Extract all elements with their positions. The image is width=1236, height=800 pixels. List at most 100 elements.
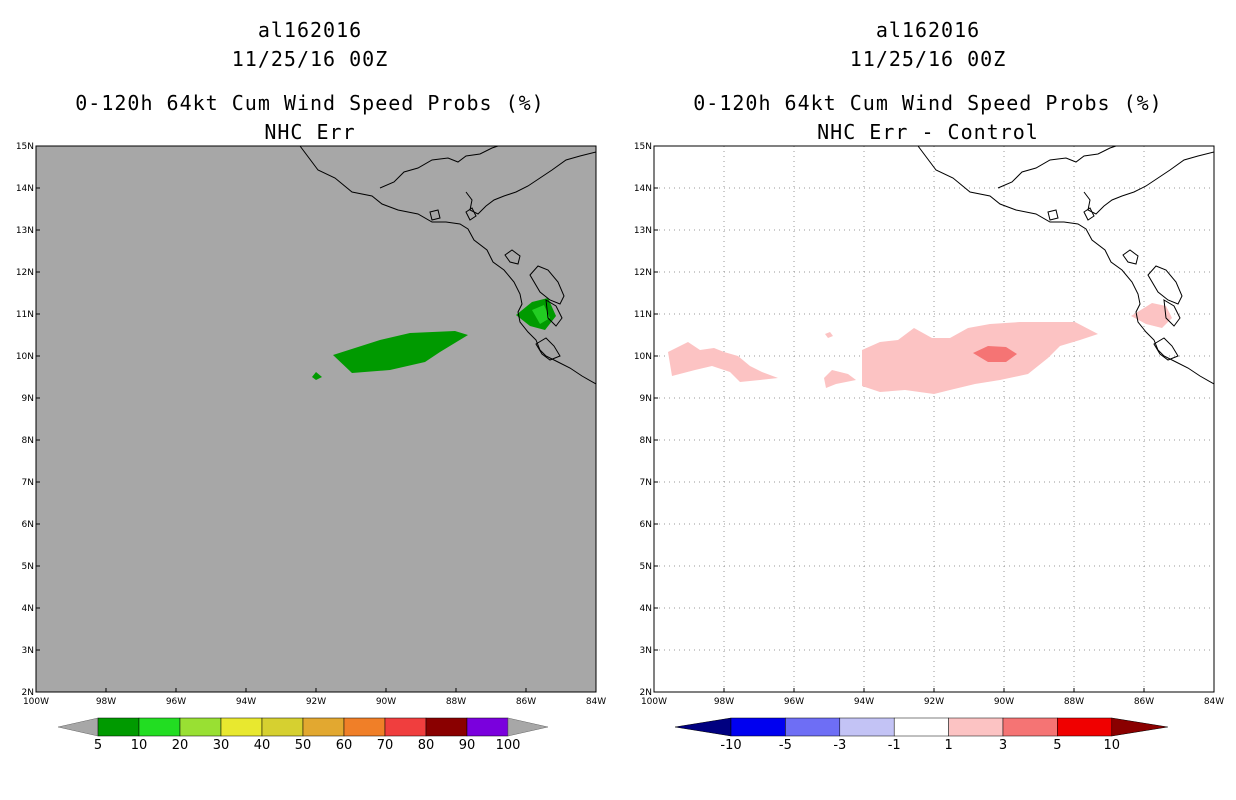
colorbar-label: 10 [131,738,148,753]
right-storm-id: al162016 [875,18,981,42]
y-tick-label: 4N [22,604,34,614]
left-datetime: 11/25/16 00Z [231,47,389,71]
colorbar-label: 20 [172,738,189,753]
colorbar-segment [384,717,427,737]
y-tick-label: 10N [16,352,34,362]
colorbar-segment [220,717,263,737]
x-tick-label: 86W [1134,697,1154,707]
y-tick-label: 9N [22,394,34,404]
colorbar-label: 5 [94,738,102,753]
colorbar-label: 80 [418,738,435,753]
x-tick-label: 92W [306,697,326,707]
y-tick-label: 6N [22,520,34,530]
y-tick-label: 3N [640,646,652,656]
y-tick-label: 4N [640,604,652,614]
y-tick-label: 7N [640,478,652,488]
left-colorbar: 5 10 20 30 40 50 60 70 80 90 100 [57,717,549,753]
y-tick-label: 12N [16,268,34,278]
colorbar-label: 40 [254,738,271,753]
y-tick-label: 15N [634,142,652,152]
y-tick-label: 11N [634,310,652,320]
colorbar-segment [425,717,468,737]
right-y-axis: 2N 3N 4N 5N 6N 7N 8N 9N 10N 11N 12N 13N 14N 15N [634,142,658,698]
coastline [299,146,596,385]
y-tick-label: 7N [22,478,34,488]
left-map-panel: 2N 3N 4N 5N 6N 7N 8N 9N 10N 11N 12N 13N 14N 15N 100W 9… [16,142,606,707]
x-tick-label: 96W [784,697,804,707]
y-tick-label: 10N [634,352,652,362]
prob-area-10-20-coast [532,305,550,324]
y-tick-label: 2N [640,688,652,698]
colorbar-segment [466,717,509,737]
colorbar-label: 60 [336,738,353,753]
x-tick-label: 100W [23,697,49,707]
left-map-background [36,146,596,692]
y-tick-label: 13N [16,226,34,236]
coastline [917,146,1214,385]
right-x-axis: 100W 98W 96W 94W 92W 90W 88W 86W 84W [641,688,1224,707]
colorbar-label: 5 [1053,738,1061,753]
colorbar-label: -1 [888,738,901,753]
left-product-title: 0-120h 64kt Cum Wind Speed Probs (%) [75,91,545,115]
colorbar-right-end [507,717,549,737]
colorbar-label: -5 [779,738,792,753]
y-tick-label: 12N [634,268,652,278]
colorbar-segment [785,717,841,737]
colorbar-left-end [57,717,99,737]
colorbar-left-end [674,717,732,737]
colorbar-label: -10 [720,738,741,753]
x-tick-label: 94W [236,697,256,707]
right-subtitle: NHC Err - Control [817,120,1039,144]
x-tick-label: 86W [516,697,536,707]
colorbar-label: 50 [295,738,312,753]
colorbar-label: 100 [496,738,521,753]
colorbar-segment [343,717,386,737]
prob-area-5-10-small [312,372,322,380]
colorbar-label: 90 [459,738,476,753]
diff-area-1-3-main [862,322,1098,394]
x-tick-label: 90W [994,697,1014,707]
colorbar-segment [948,717,1004,737]
colorbar-label: 3 [999,738,1007,753]
y-tick-label: 5N [22,562,34,572]
left-subtitle: NHC Err [264,120,356,144]
x-tick-label: 88W [1064,697,1084,707]
x-tick-label: 84W [586,697,606,707]
colorbar-segment [138,717,181,737]
colorbar-segment [97,717,140,737]
colorbar-segment [302,717,345,737]
left-storm-id: al162016 [257,18,363,42]
y-tick-label: 2N [22,688,34,698]
colorbar-segment [730,717,786,737]
diff-area-1-3-coast [1131,303,1172,328]
right-map-background [654,146,1214,692]
colorbar-label: 1 [944,738,952,753]
colorbar-segment [1002,717,1058,737]
y-tick-label: 14N [634,184,652,194]
diff-area-1-3-patch [824,370,856,388]
y-tick-label: 6N [640,520,652,530]
x-tick-label: 90W [376,697,396,707]
y-tick-label: 13N [634,226,652,236]
right-map-panel: 2N 3N 4N 5N 6N 7N 8N 9N 10N 11N 12N 13N 14N 15N 100W 9… [634,142,1224,707]
right-product-title: 0-120h 64kt Cum Wind Speed Probs (%) [693,91,1163,115]
y-tick-label: 8N [22,436,34,446]
x-tick-label: 94W [854,697,874,707]
colorbar-segment [261,717,304,737]
diff-area-3-5-main [973,346,1017,362]
y-tick-label: 9N [640,394,652,404]
colorbar-segment [839,717,895,737]
y-tick-label: 14N [16,184,34,194]
prob-area-5-10-main [333,331,468,373]
colorbar-label: 70 [377,738,394,753]
y-tick-label: 8N [640,436,652,446]
x-tick-label: 84W [1204,697,1224,707]
y-tick-label: 5N [640,562,652,572]
x-tick-label: 100W [641,697,667,707]
colorbar-segment [1057,717,1113,737]
diff-area-1-3-west [668,342,778,382]
left-y-axis: 2N 3N 4N 5N 6N 7N 8N 9N 10N 11N 12N 13N 14N 15N [16,142,40,698]
y-tick-label: 11N [16,310,34,320]
colorbar-segment [179,717,222,737]
